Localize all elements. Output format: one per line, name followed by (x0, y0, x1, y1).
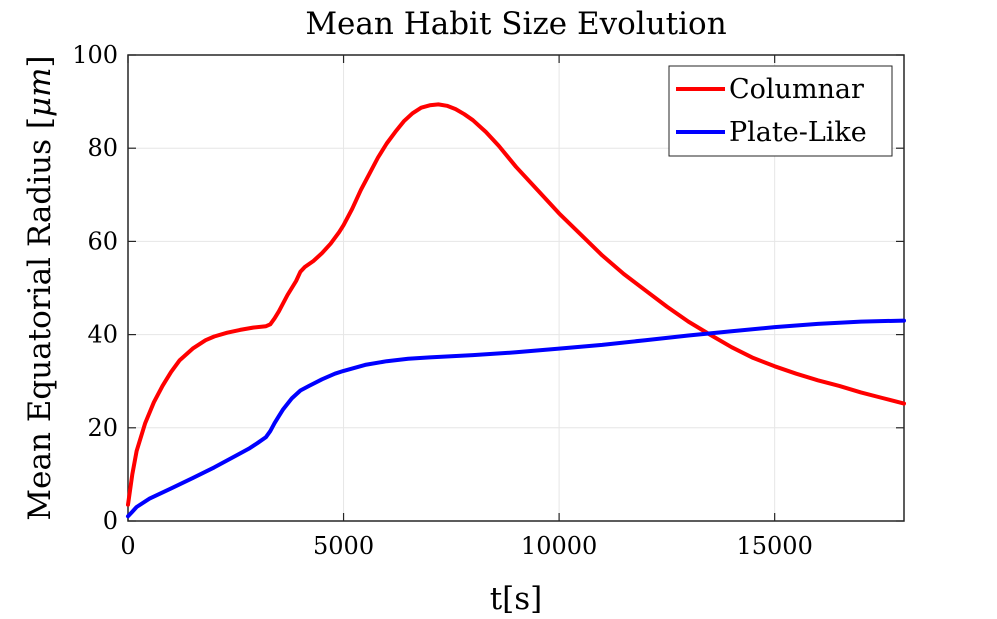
series-line-columnar (126, 102, 906, 507)
y-tick-label: 40 (87, 321, 118, 349)
x-tick-label: 15000 (736, 532, 812, 560)
legend-box (668, 65, 893, 157)
legend-label: Plate-Like (729, 117, 867, 148)
x-tick-label: 10000 (521, 532, 597, 560)
chart-title: Mean Habit Size Evolution (305, 6, 726, 42)
series-layer (126, 102, 906, 519)
y-axis-label-unit: μm (22, 68, 58, 118)
x-tick-label: 0 (120, 532, 135, 560)
y-tick-label: 20 (87, 414, 118, 442)
y-tick-label: 60 (87, 227, 118, 255)
y-tick-label: 80 (87, 134, 118, 162)
y-axis-label-text: Mean Equatorial Radius [ (22, 117, 58, 521)
legend: Columnar Plate-Like (668, 65, 893, 157)
plot-area-border (127, 54, 905, 522)
x-axis-ticks: 0 5000 10000 15000 (120, 55, 813, 560)
legend-label: Columnar (729, 74, 864, 105)
y-axis-ticks: 0 20 40 60 80 100 (72, 41, 904, 535)
x-axis-label: t[s] (490, 581, 543, 617)
y-tick-label: 0 (103, 507, 118, 535)
x-tick-label: 5000 (313, 532, 374, 560)
y-axis-label-close: ] (22, 55, 58, 67)
y-axis-label: Mean Equatorial Radius [μm] (22, 55, 58, 520)
y-tick-label: 100 (72, 41, 118, 69)
series-line-plate-like (126, 318, 906, 519)
